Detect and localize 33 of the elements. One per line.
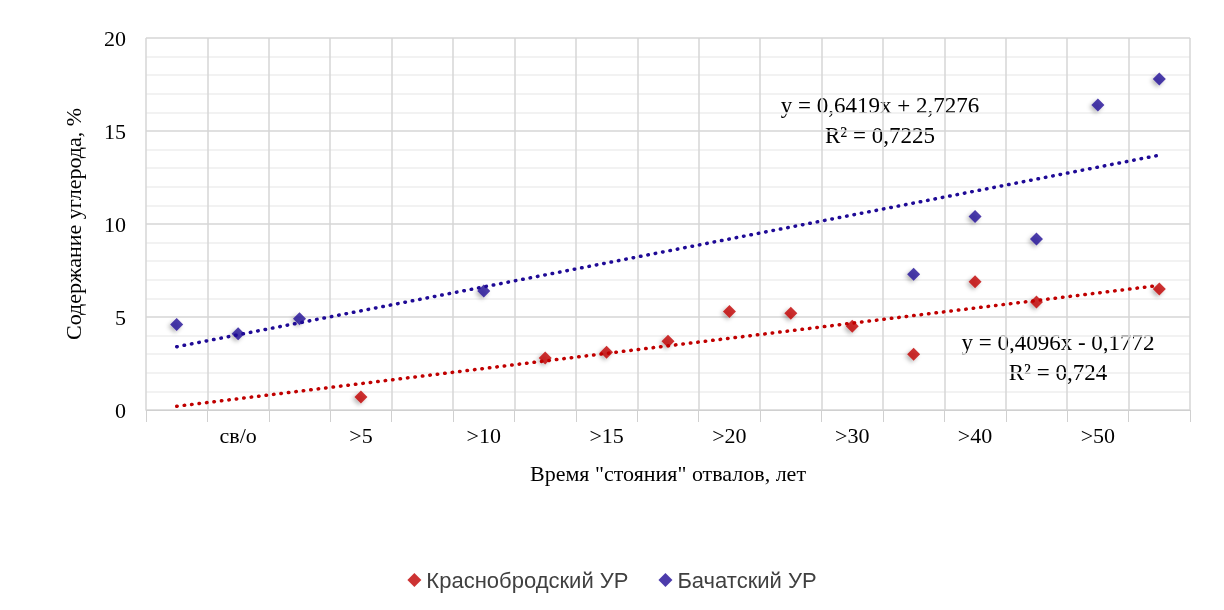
y-tick-label: 10 [104, 211, 126, 237]
point [722, 304, 736, 318]
y-tick-label: 15 [104, 118, 126, 144]
y-tick-label: 0 [115, 397, 126, 423]
point [784, 306, 798, 320]
annotation: y = 0,6419x + 2,7276 R² = 0,7225 [780, 92, 980, 148]
x-axis-title: Время "стояния" отвалов, лет [530, 460, 807, 486]
x-tick-label: >50 [1080, 422, 1116, 448]
x-tick-label: >20 [712, 422, 747, 448]
legend-label: Бачатский УР [677, 567, 817, 593]
point [170, 317, 184, 331]
y-tick-label: 20 [104, 25, 126, 51]
x-tick-label: >5 [349, 422, 373, 448]
legend-label: Краснобродский УР [426, 567, 629, 593]
x-tick-label: св/о [219, 422, 257, 448]
x-tick-label: >40 [957, 422, 993, 448]
y-tick-label: 5 [115, 304, 126, 330]
point [907, 267, 921, 281]
point [293, 312, 307, 326]
point [1152, 282, 1166, 296]
y-axis-title: Содержание углерода, % [60, 107, 86, 341]
point [1091, 98, 1105, 112]
annotation: y = 0,4096x - 0,1772 R² = 0,724 [961, 329, 1155, 385]
point [354, 390, 368, 404]
point [968, 275, 982, 289]
x-tick-label: >10 [466, 422, 501, 448]
point [968, 210, 982, 224]
point [907, 347, 921, 361]
point [477, 284, 491, 298]
point [1152, 72, 1166, 86]
x-tick-label: >15 [589, 422, 624, 448]
point [1029, 232, 1043, 246]
x-tick-label: >30 [835, 422, 870, 448]
